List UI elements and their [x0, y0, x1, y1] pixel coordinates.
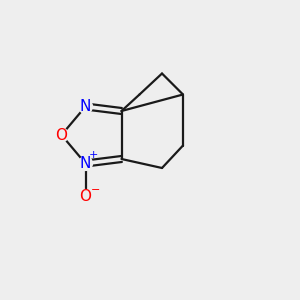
Circle shape — [55, 128, 68, 142]
Text: N: N — [80, 156, 91, 171]
Text: +: + — [89, 150, 99, 160]
Text: O: O — [56, 128, 68, 142]
Text: N: N — [80, 99, 91, 114]
Text: O: O — [80, 189, 92, 204]
Text: −: − — [90, 185, 100, 195]
Circle shape — [79, 100, 92, 113]
Circle shape — [79, 190, 92, 203]
Circle shape — [79, 157, 92, 170]
